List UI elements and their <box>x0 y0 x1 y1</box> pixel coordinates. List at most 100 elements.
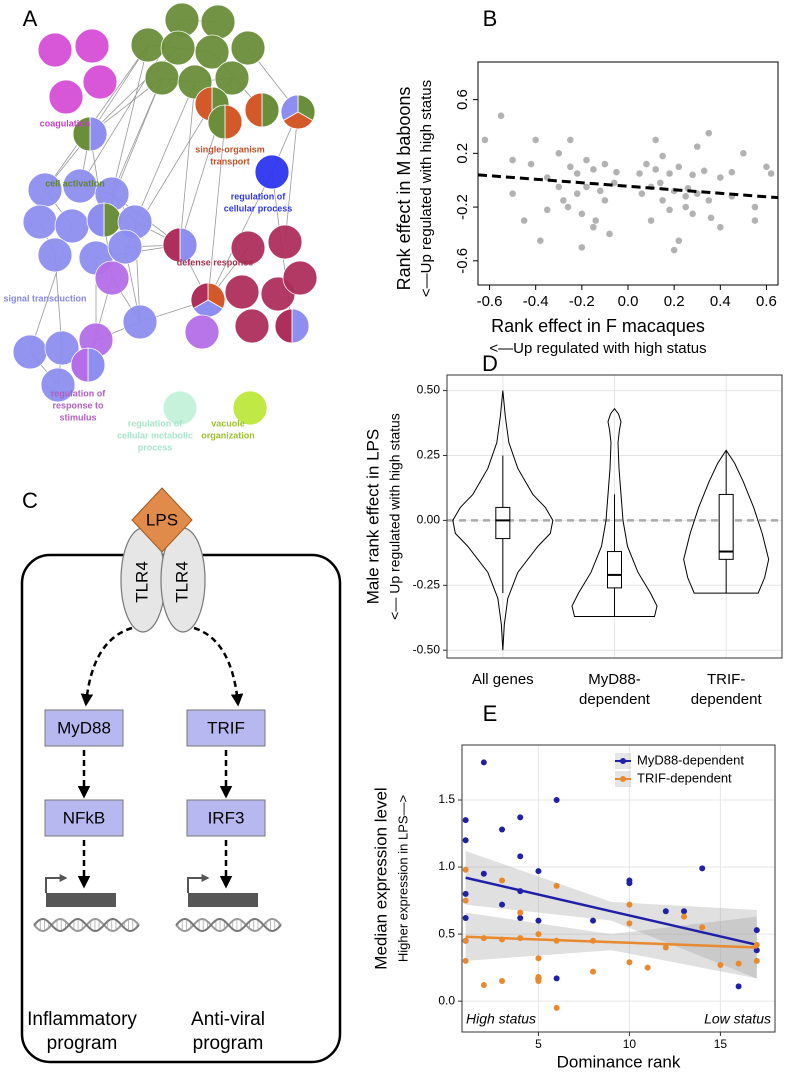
point <box>535 917 542 924</box>
network-node-wedge <box>282 111 314 130</box>
factor-label: IRF3 <box>208 808 245 827</box>
point <box>700 167 708 175</box>
network-edge <box>284 111 299 243</box>
point <box>675 237 683 244</box>
point <box>666 170 673 177</box>
promoter-arrow <box>187 874 210 893</box>
network-node-wedge <box>194 86 213 122</box>
network-edge <box>111 77 163 195</box>
point <box>644 964 651 971</box>
network-label: coagulation <box>40 118 91 128</box>
point <box>652 166 659 173</box>
point <box>751 217 759 224</box>
point <box>555 150 563 157</box>
network-node-wedge <box>244 92 263 128</box>
point <box>597 187 604 195</box>
ligand <box>131 487 193 553</box>
legend-label: MyD88-dependent <box>637 752 744 767</box>
point <box>590 223 597 231</box>
y-tick-label: -0.6 <box>454 248 471 274</box>
point <box>480 982 487 989</box>
network-node <box>107 229 143 265</box>
point <box>657 179 664 187</box>
point <box>643 160 650 168</box>
confidence-band <box>465 850 757 979</box>
network-node-wedge <box>179 227 198 263</box>
point <box>626 901 633 908</box>
fit-line <box>465 876 758 947</box>
point <box>499 978 506 985</box>
network-node <box>267 224 303 260</box>
adaptor-label: TRIF <box>207 718 245 737</box>
point <box>693 143 701 150</box>
point <box>670 246 678 254</box>
network-node-wedge <box>224 104 243 140</box>
point <box>520 217 528 224</box>
point <box>573 170 581 177</box>
x-tick-label: TRIF- <box>707 671 745 688</box>
x-tick-label: 10 <box>623 1037 637 1051</box>
point <box>480 870 487 877</box>
point <box>532 136 539 144</box>
network-node-wedge <box>207 104 226 140</box>
network-node <box>224 274 260 310</box>
point <box>590 166 597 173</box>
point <box>613 168 620 176</box>
point <box>527 160 535 168</box>
y-tick-label: 0.6 <box>454 89 471 110</box>
panel-letter: C <box>22 488 38 513</box>
network-node-wedge <box>261 92 280 128</box>
x-tick-label: 15 <box>714 1037 728 1051</box>
point <box>717 961 724 968</box>
point <box>567 136 574 144</box>
point <box>705 129 713 137</box>
y-tick-label: -0.50 <box>413 642 441 656</box>
network-node-wedge <box>291 308 310 344</box>
network-label: process <box>138 442 173 452</box>
network-node <box>234 308 270 344</box>
point <box>555 183 563 191</box>
y-axis-label: <—Up regulated with high status <box>418 80 435 297</box>
annotation: Low status <box>704 1011 771 1027</box>
gene <box>46 893 116 907</box>
network-edge <box>179 81 196 246</box>
point <box>553 975 560 982</box>
network-label: response to <box>52 400 104 410</box>
network-node <box>232 390 268 426</box>
y-tick-label: 1.5 <box>438 792 455 806</box>
network-label: regulation of <box>231 191 286 201</box>
point <box>751 203 759 211</box>
factor-label: NFkB <box>63 808 106 827</box>
point <box>462 915 469 922</box>
network-label: cellular metabolic <box>117 430 193 440</box>
point <box>499 877 506 884</box>
y-axis-label: Higher expression in LPS—> <box>395 795 410 962</box>
network-node-wedge <box>89 116 108 152</box>
point <box>590 937 597 944</box>
point <box>626 920 633 927</box>
violin <box>571 407 658 617</box>
x-tick-label: dependent <box>579 691 651 708</box>
x-axis-label: Dominance rank <box>557 1052 681 1071</box>
point <box>662 908 669 915</box>
point <box>636 170 643 177</box>
point <box>573 190 581 197</box>
network-node <box>194 34 230 70</box>
network-node <box>82 64 118 100</box>
network-node <box>37 32 73 68</box>
factor-box <box>186 799 266 837</box>
point <box>626 880 633 887</box>
ligand-label: LPS <box>146 510 178 529</box>
program-label: Anti-viral <box>191 1009 265 1030</box>
point <box>767 170 775 177</box>
point <box>682 193 689 200</box>
network-label: defense response <box>177 257 254 267</box>
point <box>740 150 747 157</box>
network-label: single-organism <box>195 144 265 154</box>
point <box>462 897 469 904</box>
point <box>606 230 613 238</box>
box <box>718 493 734 560</box>
program-label: program <box>47 1033 118 1054</box>
y-tick-label: -0.25 <box>413 577 441 591</box>
